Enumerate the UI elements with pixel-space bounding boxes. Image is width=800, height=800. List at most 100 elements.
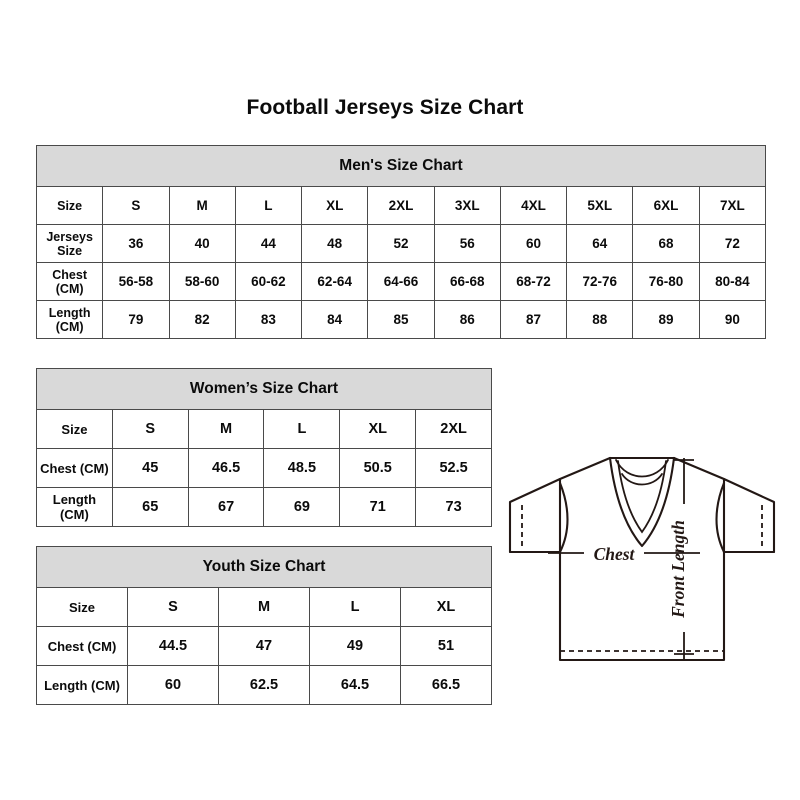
- table-cell: M: [218, 587, 310, 627]
- table-cell: 73: [415, 487, 492, 527]
- table-cell: 3XL: [433, 186, 501, 225]
- table-cell: XL: [301, 186, 369, 225]
- table-row: Size S M L XL 2XL 3XL 4XL 5XL 6XL 7XL: [35, 186, 767, 225]
- table-cell: 66-68: [433, 262, 501, 301]
- front-length-label: Front Length: [668, 520, 688, 619]
- table-cell: 86: [433, 300, 501, 339]
- table-cell: 87: [499, 300, 568, 339]
- front-length-measurement-annotation: Front Length: [668, 458, 694, 660]
- row-label-size: Size: [35, 186, 104, 225]
- table-cell: 80-84: [698, 262, 767, 301]
- table-cell: 68-72: [499, 262, 568, 301]
- chest-label: Chest: [594, 544, 636, 564]
- chest-measurement-annotation: Chest: [548, 544, 700, 564]
- row-label-chest: Chest (CM): [35, 262, 104, 301]
- table-cell: XL: [400, 587, 492, 627]
- table-caption-row: Men's Size Chart: [36, 145, 766, 187]
- table-cell: 2XL: [367, 186, 435, 225]
- table-cell: 56: [433, 224, 501, 263]
- table-cell: 67: [187, 487, 265, 527]
- table-cell: 45: [111, 448, 189, 488]
- table-row: Size S M L XL 2XL: [36, 409, 492, 449]
- table-cell: 44.5: [127, 626, 219, 666]
- right-sleeve-icon: [722, 477, 776, 554]
- table-cell: 60: [499, 224, 568, 263]
- mens-table-caption: Men's Size Chart: [36, 145, 766, 187]
- table-caption-row: Women’s Size Chart: [36, 368, 492, 410]
- table-cell: 79: [102, 300, 170, 339]
- table-cell: 89: [632, 300, 700, 339]
- table-cell: 48.5: [263, 448, 341, 488]
- table-cell: 6XL: [632, 186, 700, 225]
- table-cell: 58-60: [168, 262, 236, 301]
- table-cell: 62.5: [218, 665, 310, 705]
- table-cell: 40: [168, 224, 236, 263]
- table-cell: 48: [301, 224, 369, 263]
- table-cell: 71: [339, 487, 417, 527]
- table-cell: 88: [566, 300, 634, 339]
- table-cell: 72-76: [566, 262, 634, 301]
- table-cell: 83: [234, 300, 303, 339]
- left-sleeve-icon: [508, 477, 562, 554]
- table-cell: 49: [309, 626, 401, 666]
- table-cell: 36: [102, 224, 170, 263]
- table-cell: 4XL: [499, 186, 568, 225]
- row-label-length: Length (CM): [36, 665, 128, 705]
- table-cell: M: [168, 186, 236, 225]
- table-cell: 84: [301, 300, 369, 339]
- table-cell: 64-66: [367, 262, 435, 301]
- table-row: Jerseys Size 36 40 44 48 52 56 60 64 68 …: [35, 224, 767, 263]
- table-cell: 65: [111, 487, 189, 527]
- v-neck-collar-icon: [608, 456, 676, 548]
- youth-table-caption: Youth Size Chart: [36, 546, 492, 588]
- table-cell: 51: [400, 626, 492, 666]
- table-cell: 2XL: [415, 409, 492, 449]
- table-cell: 5XL: [566, 186, 634, 225]
- table-cell: XL: [339, 409, 417, 449]
- table-cell: 66.5: [400, 665, 492, 705]
- table-cell: 85: [367, 300, 435, 339]
- table-row: Chest (CM) 56-58 58-60 60-62 62-64 64-66…: [35, 262, 767, 301]
- table-cell: 69: [263, 487, 341, 527]
- row-label-size: Size: [36, 587, 128, 627]
- shirt-body-outline: [508, 456, 776, 662]
- table-row: Chest (CM) 45 46.5 48.5 50.5 52.5: [36, 448, 492, 488]
- womens-size-chart-table: Women’s Size Chart Size S M L XL 2XL Che…: [36, 368, 492, 527]
- table-cell: 76-80: [632, 262, 700, 301]
- table-cell: 82: [168, 300, 236, 339]
- table-row: Size S M L XL: [36, 587, 492, 627]
- table-cell: S: [102, 186, 170, 225]
- table-cell: 44: [234, 224, 303, 263]
- table-cell: S: [111, 409, 189, 449]
- table-cell: 72: [698, 224, 767, 263]
- table-cell: 52: [367, 224, 435, 263]
- table-cell: 62-64: [301, 262, 369, 301]
- youth-size-chart-table: Youth Size Chart Size S M L XL Chest (CM…: [36, 546, 492, 705]
- table-row: Length (CM) 65 67 69 71 73: [36, 487, 492, 527]
- table-cell: L: [309, 587, 401, 627]
- table-row: Length (CM) 79 82 83 84 85 86 87 88 89 9…: [35, 300, 767, 339]
- table-cell: 50.5: [339, 448, 417, 488]
- row-label-length: Length (CM): [35, 300, 104, 339]
- row-label-jerseys-size: Jerseys Size: [35, 224, 104, 263]
- table-cell: L: [234, 186, 303, 225]
- row-label-chest: Chest (CM): [36, 448, 113, 488]
- table-cell: 60: [127, 665, 219, 705]
- shirt-measurement-diagram: Chest Front Length: [494, 404, 790, 684]
- table-cell: 56-58: [102, 262, 170, 301]
- row-label-chest: Chest (CM): [36, 626, 128, 666]
- page-title: Football Jerseys Size Chart: [246, 96, 524, 119]
- table-cell: 68: [632, 224, 700, 263]
- mens-size-chart-table: Men's Size Chart Size S M L XL 2XL 3XL 4…: [35, 145, 767, 339]
- table-cell: M: [187, 409, 265, 449]
- table-caption-row: Youth Size Chart: [36, 546, 492, 588]
- table-cell: 64: [566, 224, 634, 263]
- table-cell: 60-62: [234, 262, 303, 301]
- table-cell: 47: [218, 626, 310, 666]
- table-cell: 46.5: [187, 448, 265, 488]
- table-row: Length (CM) 60 62.5 64.5 66.5: [36, 665, 492, 705]
- table-cell: 7XL: [698, 186, 767, 225]
- table-cell: 90: [698, 300, 767, 339]
- womens-table-caption: Women’s Size Chart: [36, 368, 492, 410]
- table-cell: 52.5: [415, 448, 492, 488]
